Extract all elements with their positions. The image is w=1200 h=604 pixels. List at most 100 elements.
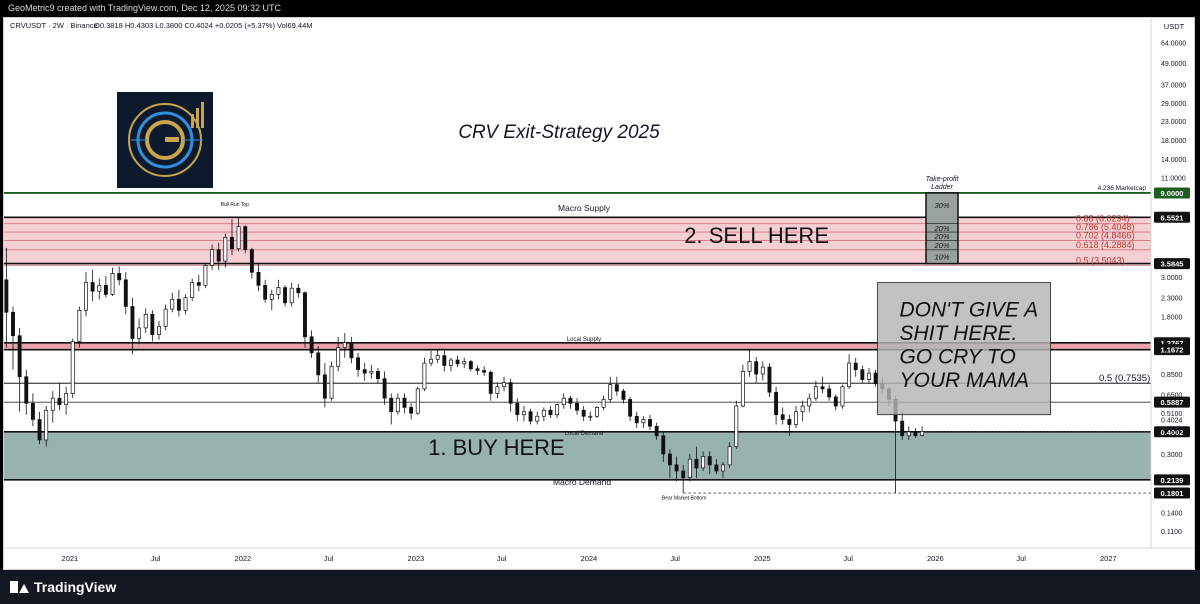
candle[interactable] bbox=[787, 414, 792, 436]
candle[interactable] bbox=[807, 393, 812, 412]
candle[interactable] bbox=[734, 400, 739, 449]
candle[interactable] bbox=[455, 355, 460, 368]
candle[interactable] bbox=[641, 416, 646, 429]
candle[interactable] bbox=[256, 264, 261, 292]
price-tag[interactable]: 1.1672 bbox=[1154, 344, 1190, 356]
candle[interactable] bbox=[415, 386, 420, 415]
candle[interactable] bbox=[123, 272, 128, 315]
candle[interactable] bbox=[906, 426, 911, 440]
candle[interactable] bbox=[216, 242, 221, 270]
candle[interactable] bbox=[24, 369, 29, 415]
candle[interactable] bbox=[389, 393, 394, 425]
candle[interactable] bbox=[349, 336, 354, 364]
candle[interactable] bbox=[329, 361, 334, 401]
candle[interactable] bbox=[535, 411, 540, 425]
candle[interactable] bbox=[309, 330, 314, 358]
candle[interactable] bbox=[827, 384, 832, 401]
candle[interactable] bbox=[276, 279, 281, 300]
candle[interactable] bbox=[402, 393, 407, 414]
candle[interactable] bbox=[44, 406, 49, 447]
candle[interactable] bbox=[707, 451, 712, 475]
candle[interactable] bbox=[462, 357, 467, 368]
candle[interactable] bbox=[774, 386, 779, 425]
candle[interactable] bbox=[548, 406, 553, 418]
candle[interactable] bbox=[376, 367, 380, 384]
candle[interactable] bbox=[157, 320, 161, 340]
candle[interactable] bbox=[581, 406, 586, 422]
candle[interactable] bbox=[64, 386, 69, 415]
candle[interactable] bbox=[727, 442, 732, 468]
candle[interactable] bbox=[316, 346, 321, 383]
candle[interactable] bbox=[70, 338, 75, 399]
candle[interactable] bbox=[740, 364, 745, 408]
candle[interactable] bbox=[541, 407, 546, 422]
candle[interactable] bbox=[429, 350, 433, 367]
candle[interactable] bbox=[528, 408, 533, 425]
candle[interactable] bbox=[196, 274, 201, 292]
candle[interactable] bbox=[900, 411, 905, 440]
candle[interactable] bbox=[303, 291, 307, 348]
candle[interactable] bbox=[667, 448, 672, 478]
candle[interactable] bbox=[508, 378, 513, 412]
candle[interactable] bbox=[780, 407, 785, 425]
candle[interactable] bbox=[11, 306, 15, 370]
price-tag[interactable]: 3.5845 bbox=[1154, 258, 1190, 270]
candle[interactable] bbox=[103, 275, 108, 298]
candle[interactable] bbox=[502, 376, 506, 392]
candle[interactable] bbox=[767, 363, 772, 397]
candle[interactable] bbox=[482, 366, 487, 376]
candle[interactable] bbox=[515, 398, 520, 422]
candle[interactable] bbox=[833, 394, 838, 411]
chart-panel[interactable]: 30% 20% 20% 20% 10% Take-profit Ladder DON'T GI… bbox=[3, 17, 1195, 570]
candle[interactable] bbox=[920, 426, 925, 436]
price-tag[interactable]: 0.4002 bbox=[1154, 426, 1190, 438]
candle[interactable] bbox=[143, 308, 148, 334]
candle[interactable] bbox=[362, 363, 367, 381]
candle[interactable] bbox=[296, 283, 301, 298]
candle[interactable] bbox=[150, 310, 155, 342]
candle[interactable] bbox=[190, 278, 195, 302]
tradingview-logo[interactable]: TradingView bbox=[10, 579, 116, 595]
candle[interactable] bbox=[90, 269, 95, 302]
candle[interactable] bbox=[495, 382, 500, 399]
candle[interactable] bbox=[84, 272, 88, 317]
candle[interactable] bbox=[701, 451, 706, 472]
candle[interactable] bbox=[475, 365, 480, 375]
candle[interactable] bbox=[575, 398, 579, 415]
candle[interactable] bbox=[867, 367, 871, 384]
candle[interactable] bbox=[435, 348, 440, 364]
candle[interactable] bbox=[588, 411, 593, 422]
candle[interactable] bbox=[243, 225, 248, 254]
candle[interactable] bbox=[468, 360, 473, 372]
candle[interactable] bbox=[170, 292, 175, 313]
candle[interactable] bbox=[681, 464, 686, 494]
candle[interactable] bbox=[117, 266, 122, 286]
candle[interactable] bbox=[442, 350, 447, 372]
candle[interactable] bbox=[289, 282, 294, 307]
price-tag[interactable]: 9.0000 bbox=[1154, 187, 1190, 199]
candle[interactable] bbox=[634, 411, 639, 429]
price-tag[interactable]: 0.2139 bbox=[1154, 474, 1190, 486]
candle[interactable] bbox=[594, 406, 599, 418]
candle[interactable] bbox=[555, 403, 560, 418]
candle[interactable] bbox=[110, 267, 115, 296]
candle[interactable] bbox=[794, 406, 798, 429]
candle[interactable] bbox=[77, 306, 82, 348]
candle[interactable] bbox=[409, 403, 414, 420]
candle[interactable] bbox=[322, 363, 327, 408]
candle[interactable] bbox=[687, 453, 692, 482]
candle[interactable] bbox=[57, 382, 62, 411]
candle[interactable] bbox=[853, 357, 858, 377]
price-tag[interactable]: 0.5887 bbox=[1154, 396, 1190, 408]
candle[interactable] bbox=[800, 400, 805, 422]
candle[interactable] bbox=[342, 333, 347, 358]
candle[interactable] bbox=[840, 384, 845, 409]
candle[interactable] bbox=[674, 456, 679, 482]
candle[interactable] bbox=[4, 247, 9, 348]
candle[interactable] bbox=[913, 428, 918, 438]
candle[interactable] bbox=[661, 431, 666, 462]
candle[interactable] bbox=[601, 395, 606, 411]
candle[interactable] bbox=[210, 244, 215, 270]
candle[interactable] bbox=[163, 304, 168, 331]
candle[interactable] bbox=[568, 395, 573, 409]
